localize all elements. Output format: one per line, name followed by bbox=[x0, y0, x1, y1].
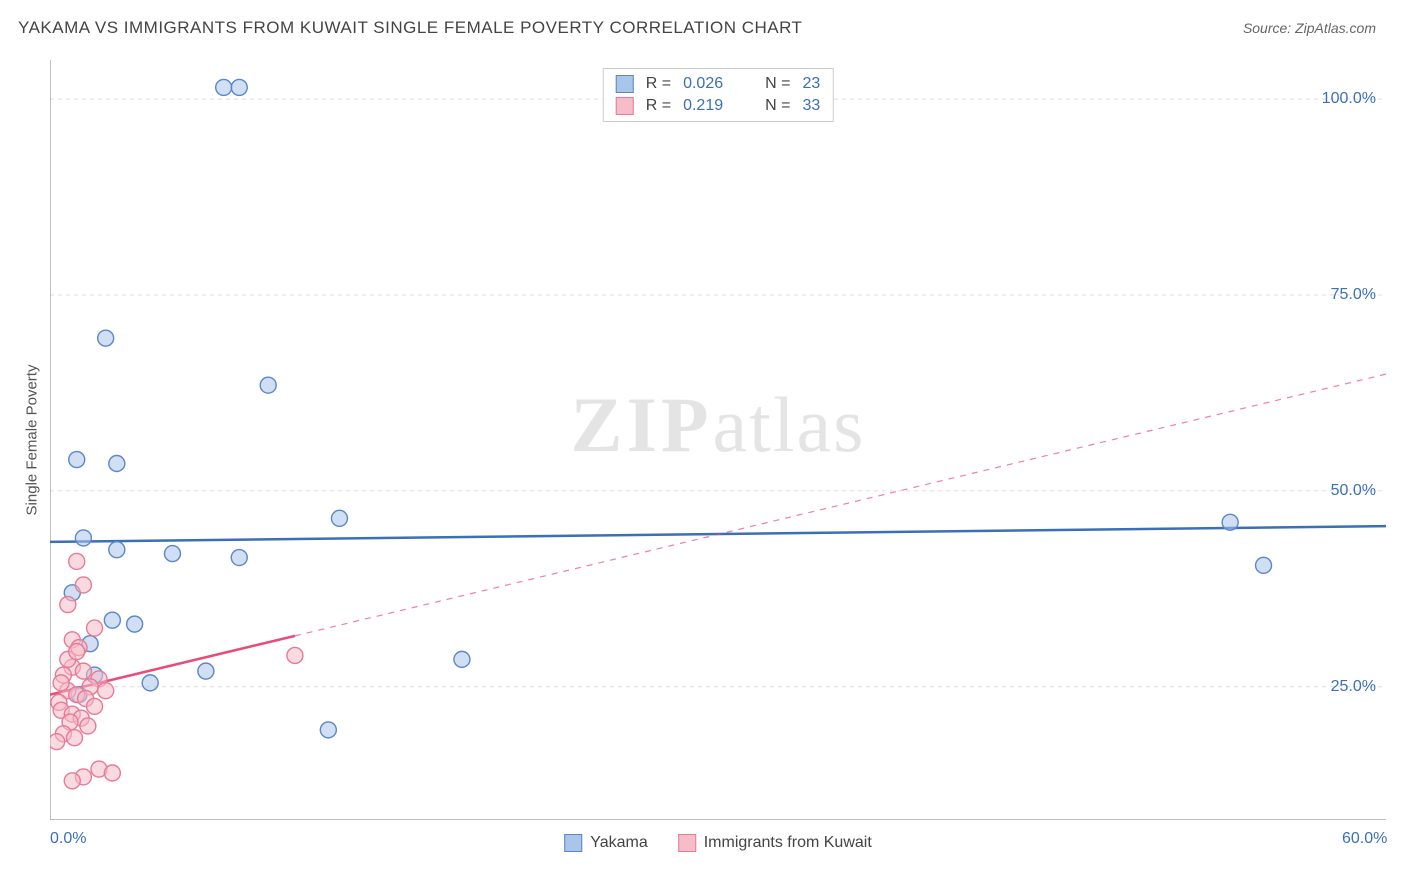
stat-r-label: R = bbox=[646, 97, 671, 115]
stat-n-label: N = bbox=[765, 97, 790, 115]
y-tick-label: 25.0% bbox=[1331, 678, 1376, 696]
chart-area: Single Female Poverty ZIPatlas R = 0.026… bbox=[50, 60, 1386, 820]
chart-title: YAKAMA VS IMMIGRANTS FROM KUWAIT SINGLE … bbox=[18, 18, 802, 38]
source-label: Source: ZipAtlas.com bbox=[1243, 20, 1376, 36]
legend-stats-row: R = 0.219 N = 33 bbox=[616, 95, 821, 117]
legend-label: Yakama bbox=[590, 834, 648, 852]
legend-stats-row: R = 0.026 N = 23 bbox=[616, 73, 821, 95]
legend-stats: R = 0.026 N = 23 R = 0.219 N = 33 bbox=[603, 68, 834, 122]
scatter-plot bbox=[50, 60, 1386, 820]
stat-r-label: R = bbox=[646, 75, 671, 93]
legend-item: Immigrants from Kuwait bbox=[678, 834, 872, 852]
y-tick-label: 75.0% bbox=[1331, 286, 1376, 304]
stat-n-label: N = bbox=[765, 75, 790, 93]
y-axis-label: Single Female Poverty bbox=[24, 365, 41, 516]
series-swatch bbox=[678, 834, 696, 852]
header-row: YAKAMA VS IMMIGRANTS FROM KUWAIT SINGLE … bbox=[0, 0, 1406, 44]
series-swatch bbox=[616, 75, 634, 93]
legend-item: Yakama bbox=[564, 834, 648, 852]
x-tick-label: 0.0% bbox=[50, 830, 86, 848]
legend-series: Yakama Immigrants from Kuwait bbox=[564, 834, 872, 852]
x-tick-label: 60.0% bbox=[1342, 830, 1387, 848]
series-swatch bbox=[616, 97, 634, 115]
stat-r-value: 0.219 bbox=[683, 97, 723, 115]
y-tick-label: 50.0% bbox=[1331, 482, 1376, 500]
stat-n-value: 33 bbox=[802, 97, 820, 115]
legend-label: Immigrants from Kuwait bbox=[704, 834, 872, 852]
series-swatch bbox=[564, 834, 582, 852]
y-tick-label: 100.0% bbox=[1322, 90, 1376, 108]
stat-n-value: 23 bbox=[802, 75, 820, 93]
stat-r-value: 0.026 bbox=[683, 75, 723, 93]
